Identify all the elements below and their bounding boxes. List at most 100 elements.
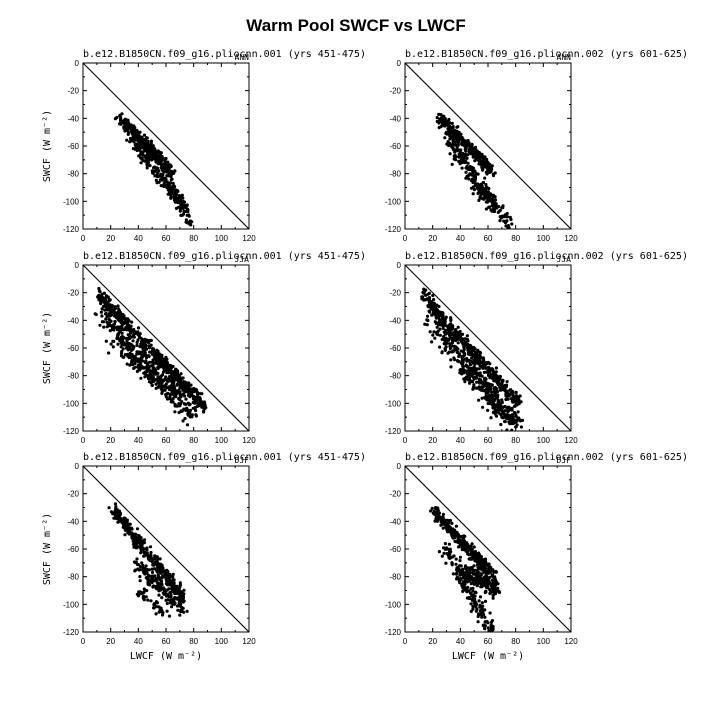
data-point xyxy=(466,153,470,157)
data-point xyxy=(472,601,476,605)
data-point xyxy=(162,183,166,187)
data-point xyxy=(122,341,126,345)
data-point xyxy=(157,355,161,359)
data-point xyxy=(172,394,177,398)
data-point xyxy=(492,393,496,397)
data-point xyxy=(109,319,113,323)
data-point xyxy=(484,207,488,211)
data-point xyxy=(134,535,138,539)
data-point xyxy=(471,386,475,390)
data-point xyxy=(453,331,457,335)
data-point xyxy=(485,200,489,204)
data-point xyxy=(452,157,456,161)
data-point xyxy=(144,595,148,599)
data-point xyxy=(482,370,486,374)
data-point xyxy=(442,338,446,342)
y-tick-label: -60 xyxy=(389,142,401,151)
data-point xyxy=(437,320,441,325)
data-point xyxy=(452,529,456,533)
data-point xyxy=(165,183,169,187)
data-point xyxy=(170,190,174,194)
data-point xyxy=(478,560,482,564)
data-point xyxy=(182,209,186,213)
data-point xyxy=(157,157,161,161)
data-point xyxy=(488,167,492,171)
data-point xyxy=(119,351,124,356)
data-point xyxy=(481,180,486,185)
data-point xyxy=(470,565,474,570)
y-tick-label: -80 xyxy=(389,170,401,179)
data-point xyxy=(133,532,137,536)
data-point xyxy=(159,609,163,614)
data-point xyxy=(135,350,139,354)
data-point xyxy=(435,325,439,329)
data-point xyxy=(437,304,441,309)
data-point xyxy=(447,542,451,546)
data-point xyxy=(441,515,445,519)
data-point xyxy=(427,309,431,313)
data-point xyxy=(125,138,129,142)
data-point xyxy=(142,133,147,137)
data-point xyxy=(195,392,200,396)
data-point xyxy=(174,404,178,408)
data-point xyxy=(482,186,486,190)
data-point xyxy=(167,587,171,591)
data-point xyxy=(440,554,444,558)
data-point xyxy=(177,376,181,380)
data-point xyxy=(423,322,427,326)
data-point xyxy=(469,582,473,586)
data-point xyxy=(455,534,459,538)
data-point xyxy=(146,598,150,602)
x-tick-label: 120 xyxy=(242,637,256,646)
data-point xyxy=(159,184,163,188)
data-point xyxy=(150,360,154,364)
data-point xyxy=(478,595,483,599)
data-point xyxy=(150,157,154,162)
x-tick-label: 120 xyxy=(564,637,578,646)
data-point xyxy=(448,328,452,333)
data-point xyxy=(175,188,179,193)
data-point xyxy=(162,176,166,181)
data-point xyxy=(140,561,144,565)
y-axis-label: SWCF (W m⁻²) xyxy=(42,513,53,585)
data-point xyxy=(137,539,141,543)
data-point xyxy=(471,368,475,372)
data-point xyxy=(473,590,477,594)
data-point xyxy=(165,174,169,178)
data-point xyxy=(510,396,515,401)
data-point xyxy=(138,136,142,140)
data-point xyxy=(480,615,484,619)
data-point xyxy=(449,365,453,369)
data-point xyxy=(135,527,140,531)
data-point xyxy=(437,112,441,116)
data-point xyxy=(128,329,132,333)
data-point xyxy=(457,148,461,152)
data-point xyxy=(451,572,455,576)
data-point xyxy=(479,555,483,559)
data-point xyxy=(459,142,464,146)
scatter-panel: b.e12.B1850CN.f09_g16.pliocnn.001 (yrs 4… xyxy=(42,251,366,445)
data-point xyxy=(452,348,456,352)
data-point xyxy=(466,339,470,343)
data-point xyxy=(155,585,159,590)
data-point xyxy=(488,193,492,197)
data-point xyxy=(430,506,434,510)
data-point xyxy=(470,542,474,546)
data-point xyxy=(141,563,145,568)
data-point xyxy=(471,607,475,611)
data-point xyxy=(483,599,488,604)
x-tick-label: 40 xyxy=(134,637,143,646)
data-point xyxy=(481,389,485,393)
scatter-panel: b.e12.B1850CN.f09_g16.pliocnn.002 (yrs 6… xyxy=(385,251,688,445)
data-point xyxy=(497,204,501,209)
data-point xyxy=(488,565,492,569)
data-point xyxy=(456,341,460,345)
season-label: DJF xyxy=(557,456,572,465)
data-point xyxy=(152,584,156,588)
data-point xyxy=(164,393,168,397)
data-point xyxy=(486,398,490,402)
data-point xyxy=(166,377,170,381)
data-point xyxy=(481,162,485,166)
data-point xyxy=(505,215,509,219)
data-point xyxy=(484,376,488,380)
